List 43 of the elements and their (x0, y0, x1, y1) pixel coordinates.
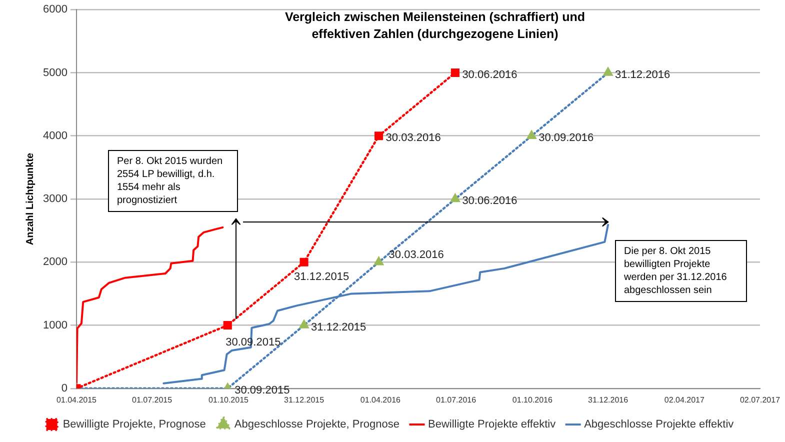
data-label: 31.12.2015 (311, 321, 366, 334)
y-tick-label: 0 (61, 382, 68, 394)
data-label: 31.12.2016 (615, 68, 670, 81)
legend-label: Abgeschlosse Projekte effektiv (584, 418, 734, 431)
legend-label: Bewilligte Projekte, Prognose (62, 418, 206, 431)
y-tick-label: 5000 (42, 66, 68, 79)
data-label: 30.09.2016 (538, 132, 594, 144)
annotation: Per 8. Okt 2015 wurden 2554 LP bewilligt, d.h. 1554 mehr als prognostiziert (108, 150, 238, 212)
point (300, 258, 308, 266)
y-axis-title: Anzahl Lichtpunkte (24, 152, 36, 246)
legend-label: Bewilligte Projekte effektiv (428, 418, 556, 431)
data-label: 30.09.2015 (234, 384, 290, 396)
x-tick-label: 01.04.2016 (360, 395, 402, 404)
point (374, 132, 384, 140)
y-tick-label: 4000 (42, 130, 68, 142)
annotation: Die per 8. Okt 2015 bewilligten Projekte werden per 31.12.2016 abgeschlossen sein (615, 240, 747, 302)
point (299, 320, 309, 328)
x-tick-label: 01.07.2015 (132, 395, 173, 404)
point (527, 130, 536, 139)
text: Vergleich zwischen Meilensteinen (schraffiert) und effektiven Zahlen (durchgezogene Linien) (284, 9, 586, 43)
point (603, 68, 613, 76)
data-label: 30.03.2016 (386, 132, 441, 144)
y-tick-label: 3000 (42, 193, 68, 206)
x-tick-label: 31.12.2016 (588, 395, 629, 404)
point (374, 257, 384, 266)
x-tick-label: 01.10.2015 (208, 395, 250, 404)
point (450, 194, 460, 202)
legend-label: Abgeschlosse Projekte, Prognose (234, 418, 400, 431)
data-label: 31.12.2015 (294, 271, 350, 284)
x-tick-label: 02.07.2017 (740, 395, 781, 404)
data-label: 30.06.2016 (462, 68, 518, 81)
y-tick-label: 6000 (42, 4, 68, 16)
data-label: 30.06.2016 (462, 195, 518, 208)
y-tick-label: 2000 (42, 256, 68, 268)
data-label: 30.03.2016 (388, 249, 444, 262)
y-tick-label: 1000 (42, 319, 68, 332)
x-tick-label: 01.04.2015 (56, 395, 98, 404)
x-tick-label: 01.10.2016 (512, 395, 553, 404)
point (450, 68, 460, 78)
x-tick-label: 31.12.2015 (284, 395, 325, 404)
x-tick-label: 02.04.2017 (664, 395, 705, 404)
point (223, 320, 232, 330)
x-tick-label: 01.07.2016 (436, 395, 477, 404)
